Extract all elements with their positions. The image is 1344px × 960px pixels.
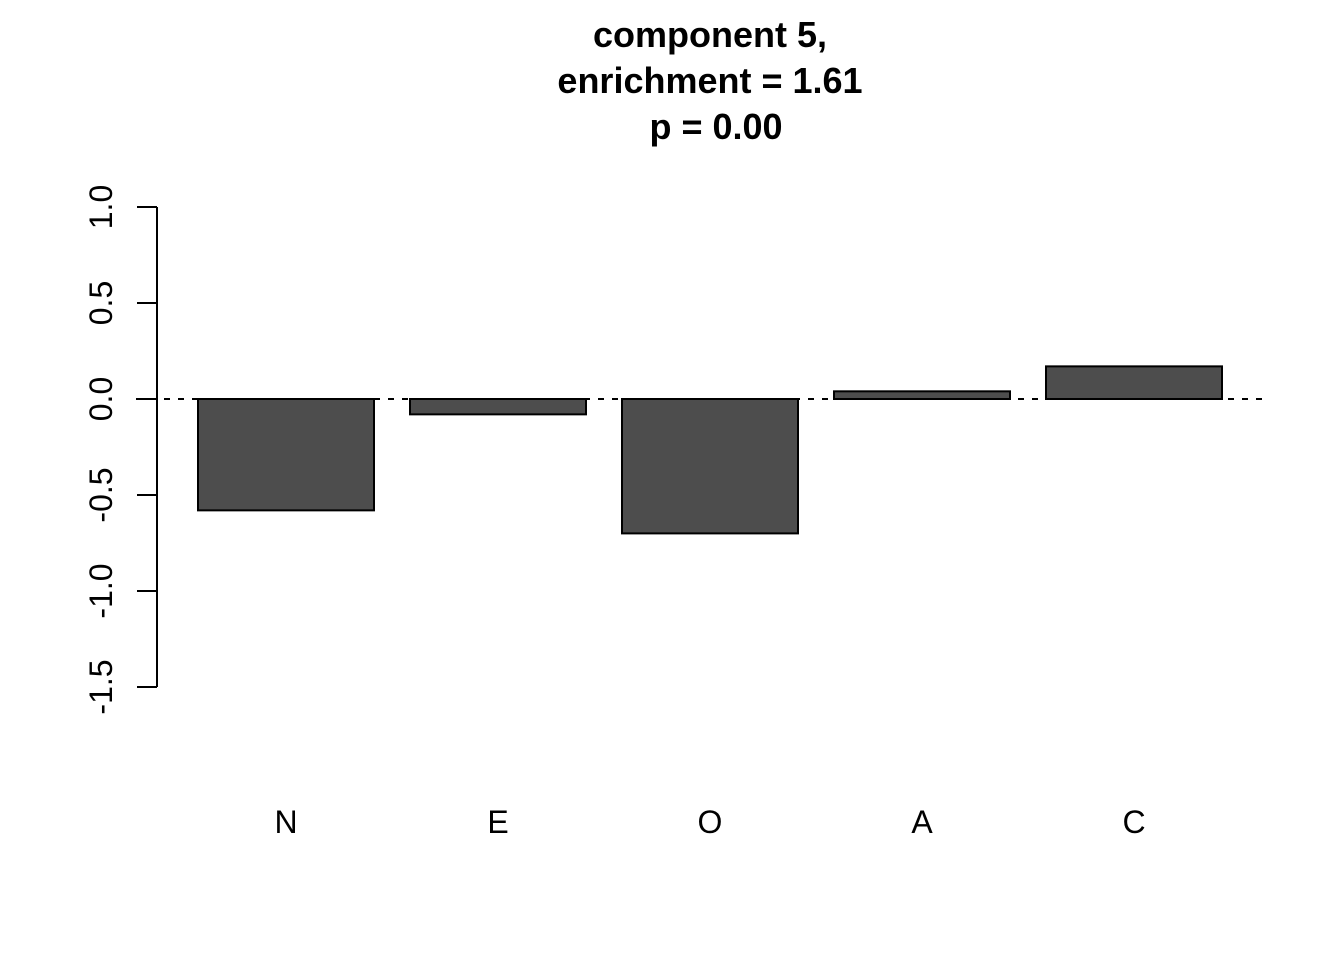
- y-tick-label: 0.0: [83, 377, 119, 421]
- title-line-3: p = 0.00: [649, 106, 782, 147]
- bar-O: [621, 398, 799, 535]
- bar-N: [197, 398, 375, 512]
- x-category-label: E: [487, 804, 508, 840]
- x-category-label: O: [698, 804, 723, 840]
- bar-E: [409, 398, 587, 416]
- x-category-label: C: [1122, 804, 1145, 840]
- x-category-label: A: [911, 804, 933, 840]
- y-tick-label: -1.5: [83, 659, 119, 714]
- bars: [197, 365, 1223, 535]
- x-category-label: N: [274, 804, 297, 840]
- y-tick-label: 0.5: [83, 281, 119, 325]
- bar-A: [833, 390, 1011, 401]
- y-tick-label: -1.0: [83, 563, 119, 618]
- title-line-1: component 5,: [593, 14, 827, 55]
- chart-title: component 5, enrichment = 1.61 p = 0.00: [557, 14, 862, 147]
- y-tick-label: -0.5: [83, 467, 119, 522]
- y-axis: -1.5 -1.0 -0.5 0.0 0.5 1.0: [83, 185, 158, 715]
- y-tick-label: 1.0: [83, 185, 119, 229]
- title-line-2: enrichment = 1.61: [557, 60, 862, 101]
- bar-C: [1045, 365, 1223, 400]
